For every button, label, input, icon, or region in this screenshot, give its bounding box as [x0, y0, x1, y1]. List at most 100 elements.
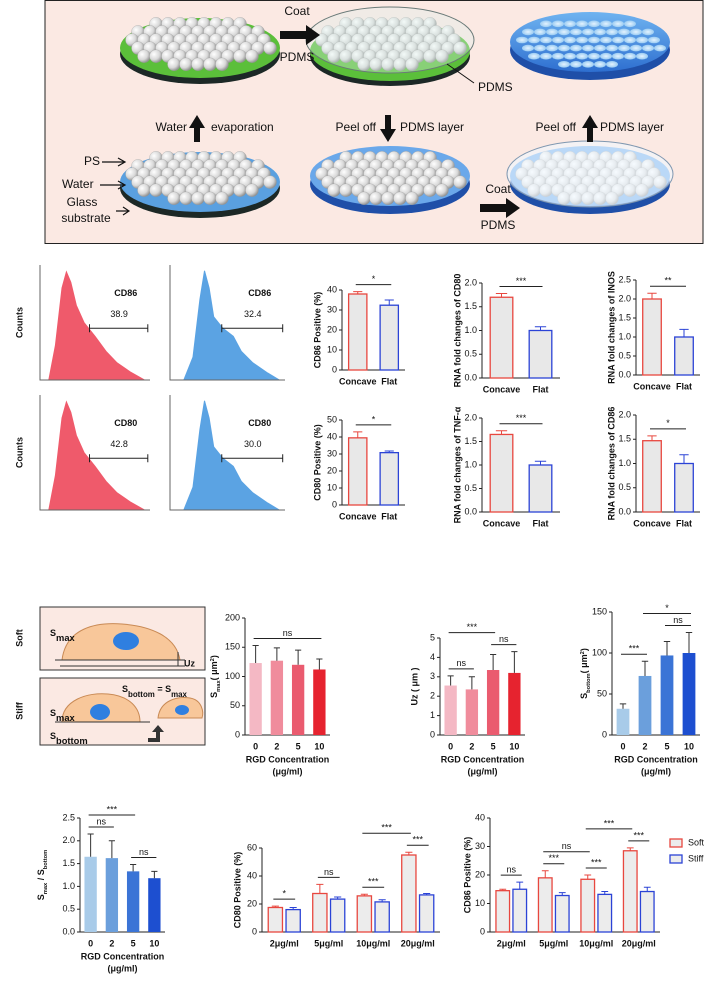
y-tick-label: 40 — [247, 870, 257, 880]
sphere — [149, 49, 163, 63]
sphere — [648, 36, 660, 44]
label-part: S — [579, 693, 589, 699]
schematic-label: Sbottom = Smax — [122, 684, 188, 698]
sphere — [654, 44, 666, 52]
bar — [642, 440, 662, 513]
sphere — [528, 36, 540, 44]
error-bar — [271, 905, 279, 908]
error-bar — [495, 430, 508, 435]
error-bar — [643, 886, 651, 892]
error-bar — [447, 675, 454, 686]
diagram-label: PDMS — [478, 80, 513, 94]
y-axis-label: RNA fold changes of CD80 — [452, 274, 462, 388]
sphere — [552, 52, 564, 60]
arrow — [116, 206, 131, 216]
label-part: max — [216, 680, 222, 692]
sphere — [576, 20, 588, 28]
disk — [310, 146, 470, 214]
bar — [270, 660, 284, 735]
y-tick-label: 0 — [235, 729, 240, 739]
bar — [674, 336, 694, 376]
flow-value: 32.4 — [244, 309, 262, 319]
error-bar — [360, 893, 368, 896]
bar — [489, 433, 514, 513]
x-tick-label: 2 — [109, 938, 114, 948]
significance-label: ** — [664, 276, 672, 286]
label-part: bottom — [43, 850, 49, 869]
x-tick-label: Flat — [381, 511, 397, 521]
disk — [510, 12, 670, 80]
bar — [126, 871, 140, 932]
arrow — [189, 115, 205, 142]
x-axis-label: (μg/ml) — [467, 766, 497, 776]
error-bar — [334, 896, 342, 900]
sphere — [564, 36, 576, 44]
label-part: bottom — [56, 736, 88, 746]
flow-value: 42.8 — [110, 439, 128, 449]
label-part: max — [56, 633, 76, 643]
significance-label: *** — [604, 818, 615, 828]
x-tick-label: 5μg/ml — [539, 938, 568, 948]
label-part: = S — [155, 684, 171, 694]
x-tick-label: 10μg/ml — [356, 938, 390, 948]
x-tick-label: Concave — [339, 511, 377, 521]
y-tick-label: 1.0 — [464, 325, 477, 335]
y-axis-label: Sbottom( μm2) — [579, 648, 591, 699]
significance-label: *** — [548, 853, 559, 863]
label-part: bottom — [128, 690, 155, 699]
significance-label: *** — [107, 804, 118, 814]
y-tick-label: 20 — [327, 465, 337, 475]
bar — [638, 675, 652, 735]
legend-label: Soft — [688, 837, 705, 847]
x-axis-label: RGD Concentration — [81, 951, 165, 961]
y-tick-label: 2.0 — [464, 277, 477, 287]
y-tick-label: 20 — [327, 324, 337, 334]
sphere — [600, 52, 612, 60]
bar — [580, 878, 596, 933]
arrow — [100, 180, 127, 190]
sphere — [588, 52, 600, 60]
y-tick-label: 1.5 — [618, 312, 631, 322]
schematic-label: Sbottom — [50, 731, 88, 746]
y-axis-label: CD80 Positive (%) — [232, 852, 242, 929]
sphere — [630, 44, 642, 52]
y-tick-label: 0.5 — [618, 482, 631, 492]
y-tick-label: 1.5 — [618, 434, 631, 444]
sphere — [630, 28, 642, 36]
y-tick-label: 30 — [327, 448, 337, 458]
nucleus — [90, 704, 110, 720]
bar — [312, 892, 328, 933]
sphere — [600, 36, 612, 44]
y-tick-label: 2.0 — [618, 293, 631, 303]
x-tick-label: 5 — [664, 741, 669, 751]
bar — [660, 655, 674, 735]
y-axis-label: Uz ( μm ) — [409, 667, 419, 705]
flow-axes — [39, 395, 150, 511]
error-bar — [384, 299, 394, 306]
significance-label: *** — [381, 823, 392, 833]
sphere — [558, 61, 570, 68]
sphere — [339, 183, 353, 197]
y-tick-label: 2.0 — [62, 835, 75, 845]
y-tick-label: 30 — [327, 304, 337, 314]
error-bar — [601, 891, 609, 895]
diagram-label: Water — [62, 177, 94, 191]
bar — [616, 708, 630, 735]
y-axis-label: CD80 Positive (%) — [312, 424, 322, 501]
significance-label: ns — [562, 841, 572, 851]
sphere — [203, 191, 217, 205]
sphere — [453, 41, 467, 55]
x-tick-label: 0 — [253, 741, 258, 751]
sphere — [546, 28, 558, 36]
sphere — [636, 36, 648, 44]
sphere — [606, 44, 618, 52]
error-bar — [252, 644, 259, 664]
sphere — [582, 28, 594, 36]
diagram-label: Peel off — [536, 120, 577, 134]
y-tick-label: 1.5 — [464, 301, 477, 311]
flow-value: 30.0 — [244, 439, 262, 449]
disk — [305, 6, 475, 86]
nucleus — [175, 705, 189, 715]
y-tick-label: 100 — [592, 647, 607, 657]
